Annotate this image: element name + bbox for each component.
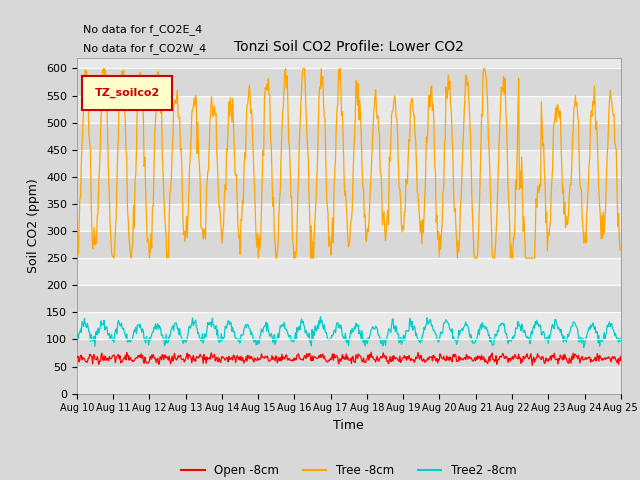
Bar — [77, 122, 621, 150]
Bar — [77, 96, 621, 122]
Bar — [77, 312, 621, 339]
Text: No data for f_CO2W_4: No data for f_CO2W_4 — [83, 43, 207, 54]
Y-axis label: Soil CO2 (ppm): Soil CO2 (ppm) — [28, 178, 40, 273]
Bar — [77, 285, 621, 312]
Bar — [77, 150, 621, 177]
Bar — [77, 69, 621, 96]
Bar — [77, 339, 621, 367]
Text: No data for f_CO2E_4: No data for f_CO2E_4 — [83, 24, 202, 35]
Bar — [77, 231, 621, 258]
Legend: Open -8cm, Tree -8cm, Tree2 -8cm: Open -8cm, Tree -8cm, Tree2 -8cm — [177, 459, 521, 480]
Bar — [77, 367, 621, 394]
X-axis label: Time: Time — [333, 419, 364, 432]
Bar — [77, 258, 621, 285]
Title: Tonzi Soil CO2 Profile: Lower CO2: Tonzi Soil CO2 Profile: Lower CO2 — [234, 40, 464, 54]
Bar — [77, 204, 621, 231]
Bar — [77, 177, 621, 204]
